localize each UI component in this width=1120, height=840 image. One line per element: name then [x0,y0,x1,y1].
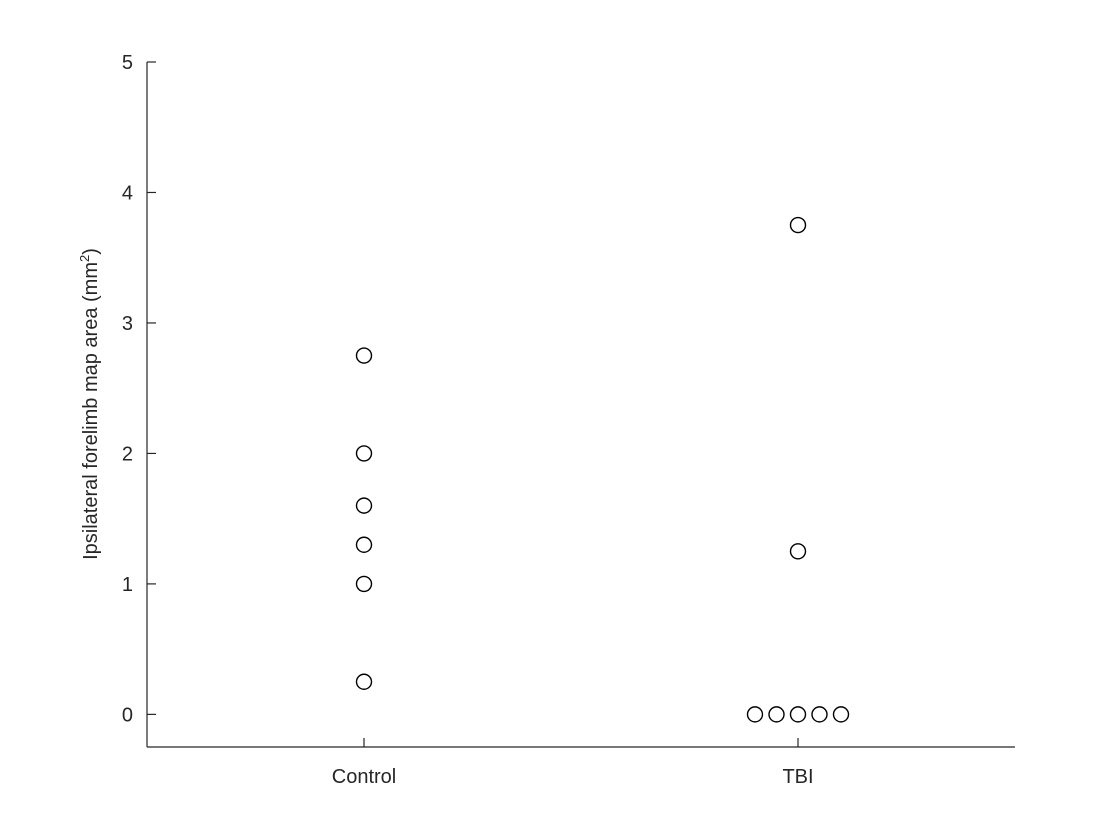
data-point [746,706,764,723]
data-point [832,706,850,723]
y-tick-label: 4 [122,182,133,204]
x-axis-ticks: Control TBI [332,738,814,788]
data-point [789,543,807,560]
data-point [811,706,828,723]
data-point [768,706,785,723]
data-point [355,575,373,593]
x-tick-label: Control [332,766,396,788]
data-point [789,706,807,723]
data-point [355,673,373,690]
data-point [355,347,373,364]
data-point [355,445,373,462]
y-axis-ticks: 0 1 2 3 4 5 [122,52,156,726]
plot-area: 0 1 2 3 4 5 Control TBI [122,52,1015,788]
y-axis-label-main: Ipsilateral forelimb map area (mm [80,262,102,560]
y-axis-label: Ipsilateral forelimb map area (mm2) [77,248,102,560]
y-axis-label-superscript: 2 [77,255,92,262]
data-point [355,536,373,553]
data-points [355,216,850,723]
y-tick-label: 0 [122,704,133,726]
y-tick-label: 5 [122,52,133,74]
data-point [355,497,373,514]
data-point [789,216,807,234]
y-tick-label: 3 [122,313,133,335]
x-tick-label: TBI [782,766,813,788]
y-tick-label: 1 [122,574,133,596]
y-tick-label: 2 [122,443,133,465]
y-axis-label-suffix: ) [80,248,102,255]
